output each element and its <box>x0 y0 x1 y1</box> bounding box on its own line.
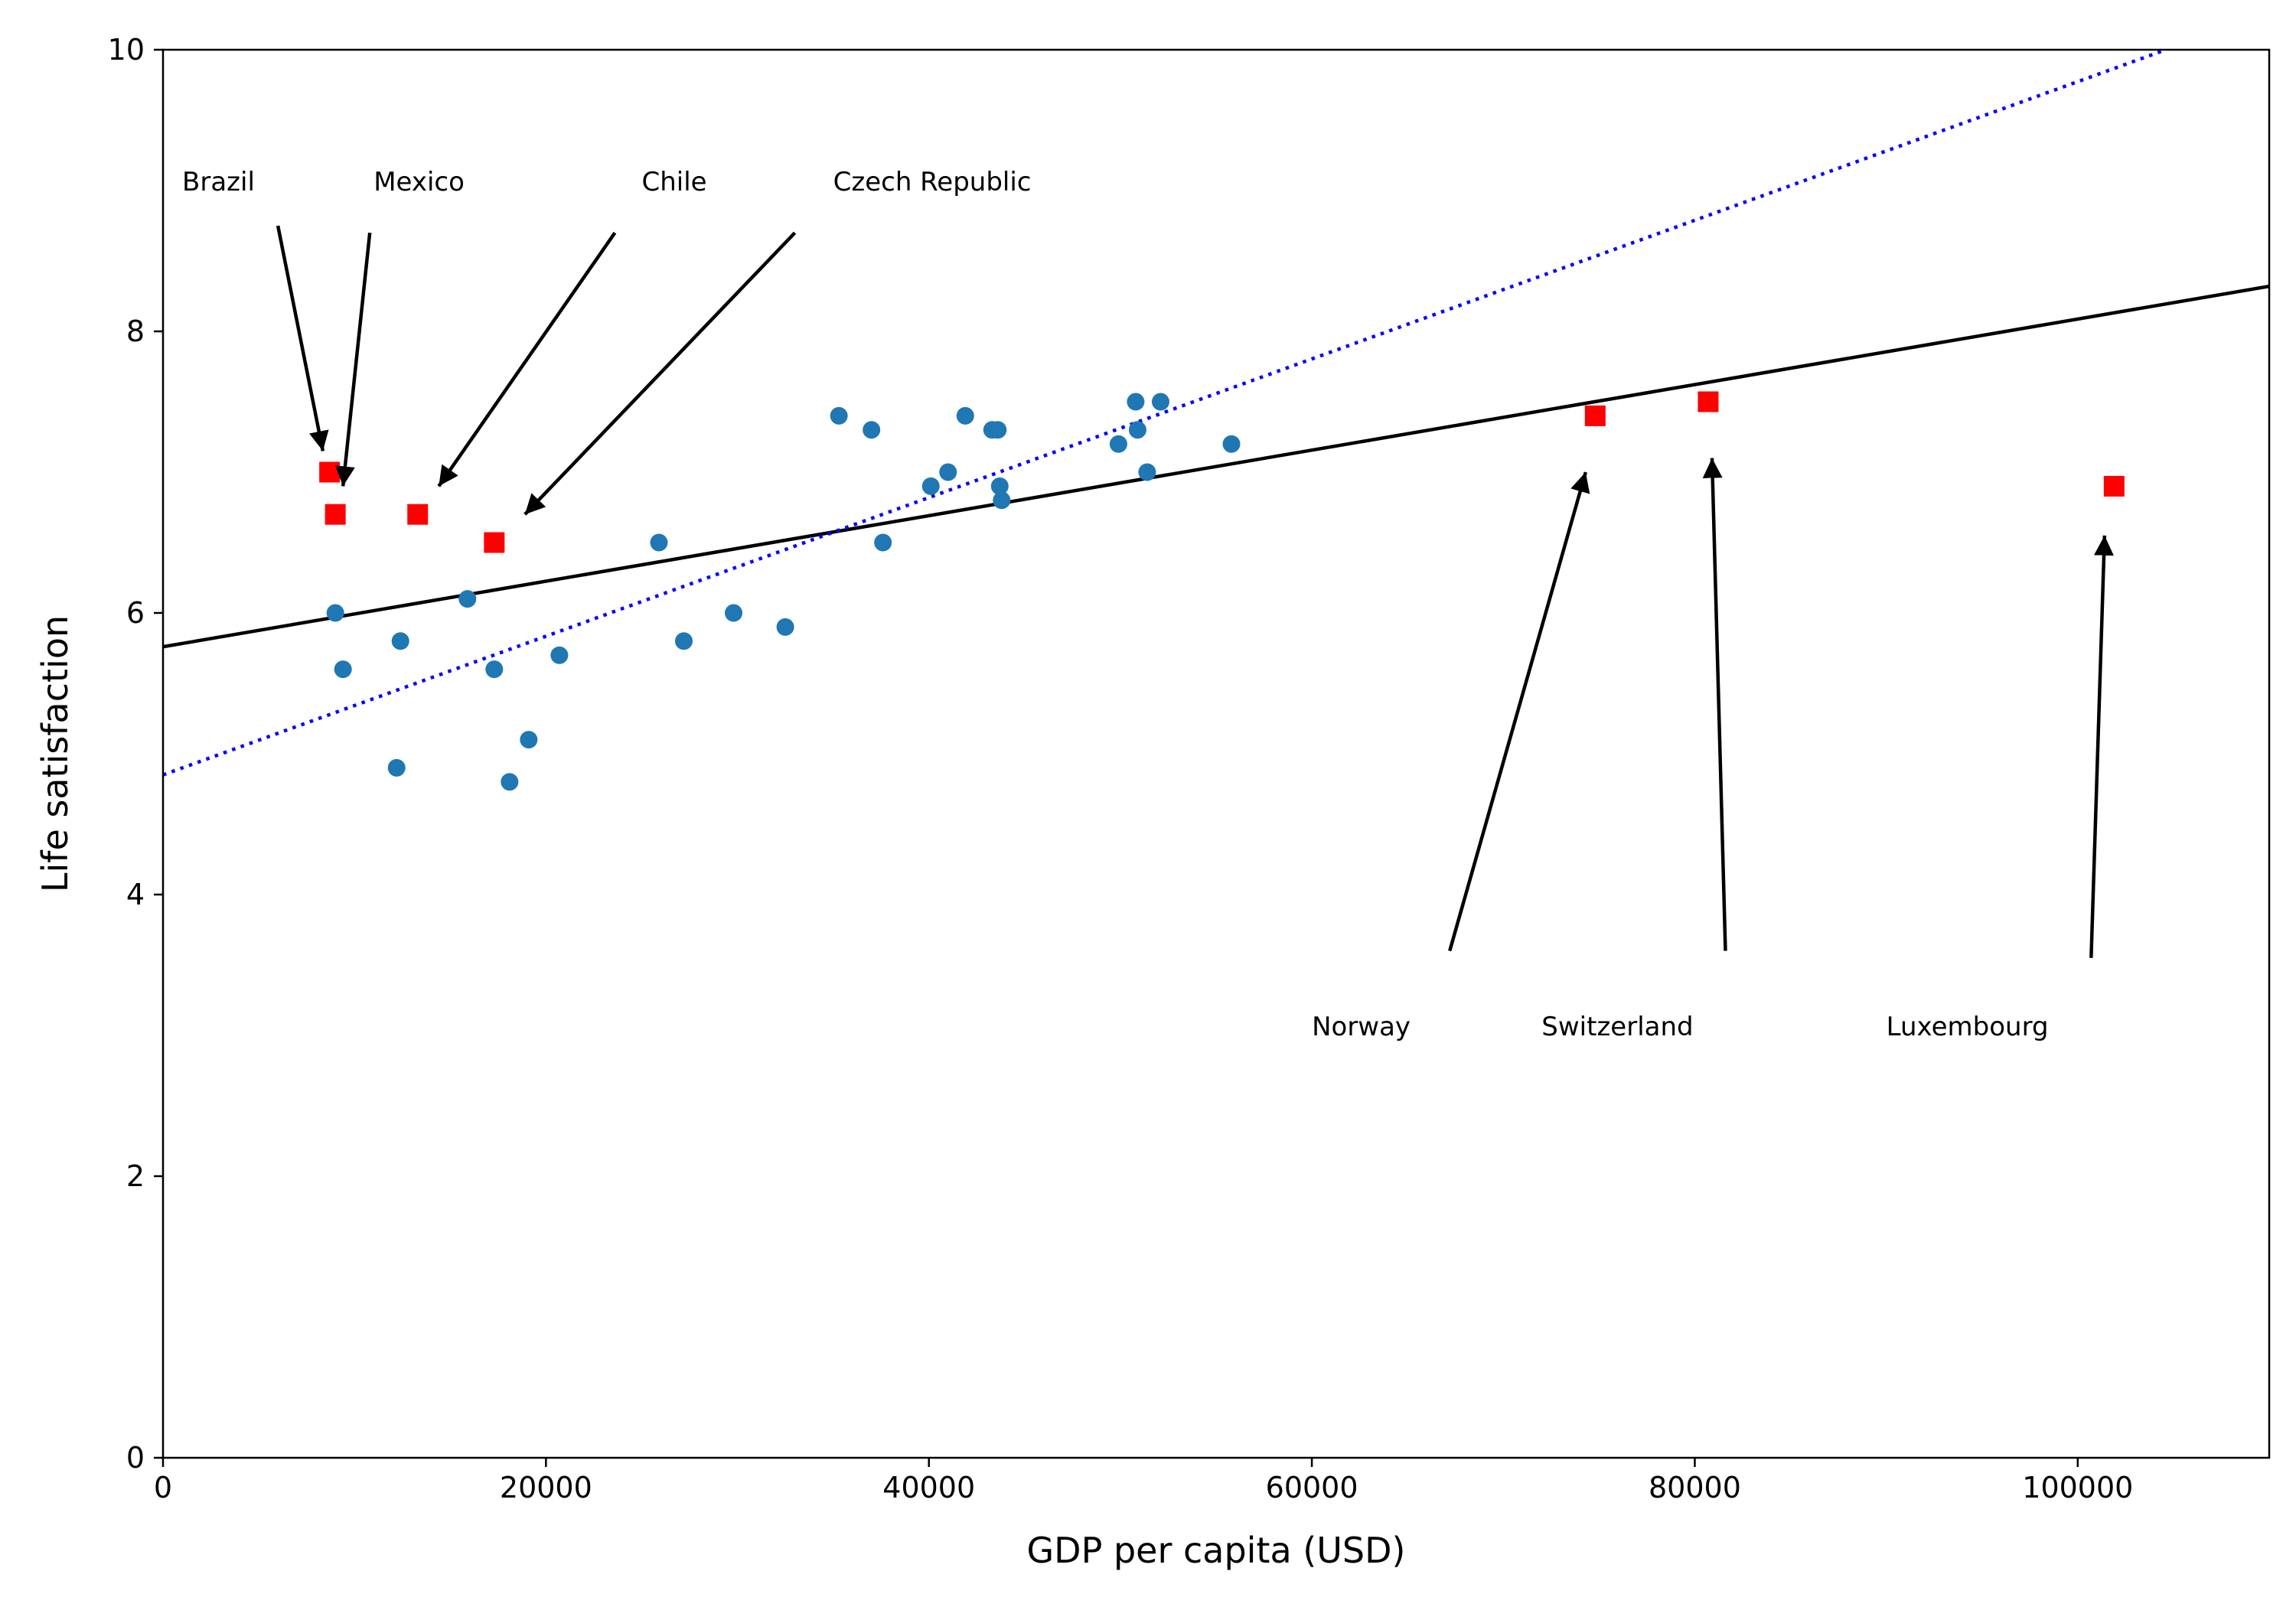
scatter-point <box>993 491 1011 510</box>
annotation-label: Brazil <box>182 167 255 197</box>
plot-frame <box>161 48 2271 1459</box>
highlight-point <box>1698 391 1719 412</box>
scatter-point <box>874 533 892 552</box>
y-tick-label: 6 <box>126 596 145 630</box>
scatter-point <box>674 632 693 650</box>
x-axis-title: GDP per capita (USD) <box>1027 1530 1406 1571</box>
annotation-arrow <box>2089 535 2115 958</box>
x-tick-label: 20000 <box>500 1471 592 1504</box>
annotation-arrow <box>523 231 797 516</box>
annotation-arrow <box>1448 471 1590 952</box>
x-axis: 0 20000 40000 60000 80000 100000 <box>154 1458 2133 1504</box>
x-tick-label: 40000 <box>882 1471 975 1504</box>
x-tick-label: 100000 <box>2022 1471 2133 1504</box>
scatter-point <box>921 477 940 495</box>
fit-line-solid <box>163 284 2269 649</box>
scatter-point <box>1128 421 1146 439</box>
highlight-point <box>407 504 429 525</box>
scatter-point <box>830 406 848 425</box>
annotation-arrow <box>1702 458 1727 951</box>
y-tick-label: 8 <box>126 315 145 348</box>
scatter-point <box>485 660 504 679</box>
scatter-point <box>939 463 957 481</box>
scatter-point <box>1127 393 1145 411</box>
scatter-point <box>863 421 881 439</box>
highlight-point <box>325 504 346 525</box>
annotation-label: Luxembourg <box>1887 1012 2049 1042</box>
annotations: Brazil Mexico Chile Czech Republic Norway Swi… <box>182 167 2115 1042</box>
scatter-point <box>520 731 538 749</box>
scatter-point <box>776 618 794 636</box>
scatter-point <box>387 758 406 777</box>
annotation-label: Norway <box>1312 1012 1411 1042</box>
x-tick-label: 0 <box>154 1471 172 1504</box>
y-tick-label: 2 <box>126 1159 145 1193</box>
scatter-point <box>1109 435 1127 453</box>
scatter-point <box>956 406 974 425</box>
data-points <box>319 391 2125 791</box>
scatter-point <box>989 421 1007 439</box>
annotation-label: Switzerland <box>1541 1012 1693 1042</box>
y-tick-label: 0 <box>126 1441 145 1475</box>
scatter-point <box>650 533 668 552</box>
scatter-point <box>334 660 352 679</box>
y-tick-label: 4 <box>126 878 145 911</box>
scatter-point <box>1222 435 1241 453</box>
scatter-point <box>1151 393 1169 411</box>
annotation-label: Czech Republic <box>833 167 1032 197</box>
plot-background <box>163 50 2269 1458</box>
fit-lines <box>163 50 2269 777</box>
highlight-point <box>1584 405 1606 426</box>
scatter-point <box>725 604 743 622</box>
scatter-point <box>1138 463 1156 481</box>
scatter-point <box>501 773 519 791</box>
scatter-point <box>990 477 1009 495</box>
x-tick-label: 60000 <box>1266 1471 1358 1504</box>
y-axis: 0 2 4 6 8 10 <box>108 33 163 1475</box>
y-tick-label: 10 <box>108 33 145 67</box>
highlight-point <box>2103 475 2125 497</box>
x-tick-label: 80000 <box>1649 1471 1741 1504</box>
annotation-arrow <box>437 231 617 487</box>
y-axis-title: Life satisfaction <box>34 615 76 892</box>
annotation-label: Chile <box>641 167 706 197</box>
annotation-arrow <box>334 232 372 487</box>
scatter-point <box>458 590 477 608</box>
scatter-point <box>550 646 569 664</box>
highlight-point <box>319 461 341 483</box>
scatter-point <box>391 632 409 650</box>
fit-line-dotted <box>163 50 2167 777</box>
highlight-point <box>484 532 505 553</box>
annotation-label: Mexico <box>373 167 465 197</box>
scatter-point <box>326 604 344 622</box>
annotation-arrow <box>276 225 329 451</box>
